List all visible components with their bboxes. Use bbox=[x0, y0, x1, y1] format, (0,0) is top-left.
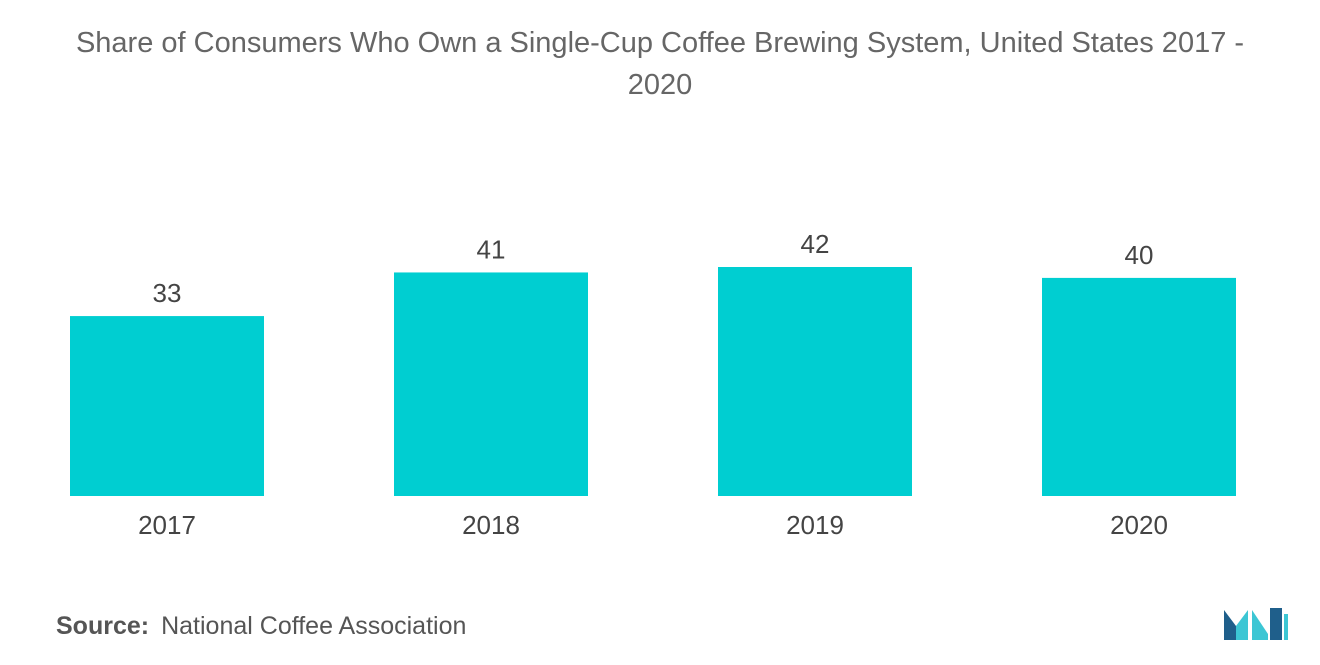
source-text: National Coffee Association bbox=[161, 612, 467, 640]
chart-title: Share of Consumers Who Own a Single-Cup … bbox=[0, 22, 1320, 106]
source-label: Source: bbox=[56, 612, 150, 640]
x-tick-label-2017: 2017 bbox=[138, 510, 196, 540]
bar-2017 bbox=[70, 316, 264, 496]
data-label-2018: 41 bbox=[477, 234, 506, 264]
mordor-intelligence-logo-icon bbox=[1224, 608, 1288, 640]
data-label-2020: 40 bbox=[1125, 240, 1154, 270]
source-note: Source: National Coffee Association bbox=[56, 612, 466, 641]
chart-title-line-1: Share of Consumers Who Own a Single-Cup … bbox=[75, 27, 1245, 59]
data-label-2017: 33 bbox=[153, 278, 182, 308]
data-label-2019: 42 bbox=[801, 229, 830, 259]
chart-title-line-2: 2020 bbox=[627, 69, 693, 101]
bar-2018 bbox=[394, 272, 588, 496]
bar-2019 bbox=[718, 267, 912, 496]
x-tick-label-2020: 2020 bbox=[1110, 510, 1168, 540]
bar-2020 bbox=[1042, 277, 1236, 496]
x-tick-label-2019: 2019 bbox=[786, 510, 844, 540]
x-tick-label-2018: 2018 bbox=[462, 510, 520, 540]
